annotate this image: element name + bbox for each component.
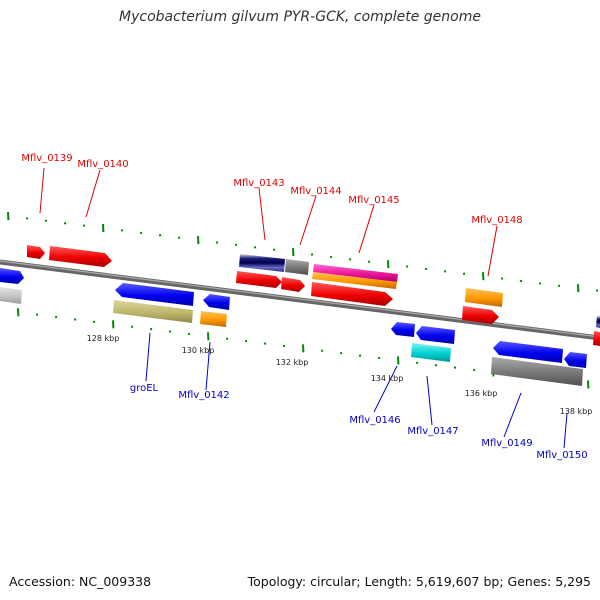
- gene-label-mflv-0150: Mflv_0150: [536, 450, 587, 461]
- gene-arrow: [49, 246, 112, 267]
- gene-arrow: [236, 271, 282, 288]
- gene-arrow: [115, 283, 194, 306]
- gene-label-mflv-0139: Mflv_0139: [21, 153, 72, 164]
- gene-label-mflv-0144: Mflv_0144: [290, 186, 341, 197]
- gene-arrow: [593, 331, 600, 346]
- gene-label-mflv-0140: Mflv_0140: [77, 159, 128, 170]
- gene-arrow: [465, 288, 503, 307]
- gene-label-mflv-0148: Mflv_0148: [471, 215, 522, 226]
- map-title: Mycobacterium gilvum PYR-GCK, complete g…: [119, 9, 481, 25]
- gene-arrow: [596, 316, 600, 328]
- scale-label: 132 kbp: [276, 358, 309, 367]
- leader-lines: [39, 167, 568, 449]
- gene-arrow: [0, 287, 22, 304]
- scale-label: 128 kbp: [87, 334, 120, 343]
- gene-label-mflv-0147: Mflv_0147: [407, 426, 458, 437]
- gene-label-mflv-0149: Mflv_0149: [481, 438, 532, 449]
- gene-arrow: [416, 326, 455, 344]
- gene-arrow: [493, 341, 563, 363]
- gene-arrow: [564, 352, 587, 368]
- gene-label-mflv-0145: Mflv_0145: [348, 195, 399, 206]
- gene-arrow: [239, 254, 285, 272]
- gene-label-groel: groEL: [130, 383, 159, 394]
- gene-arrow: [311, 282, 393, 306]
- gene-arrow: [200, 311, 227, 327]
- topology-text: Topology: circular; Length: 5,619,607 bp…: [247, 574, 591, 589]
- gene-arrow: [312, 272, 397, 289]
- gene-arrow: [0, 268, 24, 284]
- gene-arrow: [113, 300, 193, 323]
- gene-label-mflv-0142: Mflv_0142: [178, 390, 229, 401]
- accession-text: Accession: NC_009338: [9, 574, 152, 589]
- gene-arrow: [27, 245, 45, 259]
- backbone: [0, 259, 600, 341]
- gene-arrow: [462, 306, 499, 324]
- gene-group-top: [0, 245, 600, 346]
- gene-label-mflv-0146: Mflv_0146: [349, 415, 400, 426]
- tick-tracks: [7, 211, 599, 389]
- gene-arrow: [411, 343, 451, 362]
- gene-label-mflv-0143: Mflv_0143: [233, 178, 284, 189]
- gene-arrow: [391, 322, 415, 337]
- gene-arrow: [281, 277, 305, 292]
- scale-label: 136 kbp: [465, 389, 498, 398]
- scale-label: 134 kbp: [371, 374, 404, 383]
- gene-arrow: [313, 264, 398, 282]
- gene-arrow: [203, 294, 230, 310]
- gene-arrow: [491, 357, 583, 386]
- scale-label: 130 kbp: [182, 346, 215, 355]
- gene-arrow: [285, 259, 309, 275]
- scale-label: 138 kbp: [560, 407, 593, 416]
- gene-group-bottom: [0, 283, 587, 386]
